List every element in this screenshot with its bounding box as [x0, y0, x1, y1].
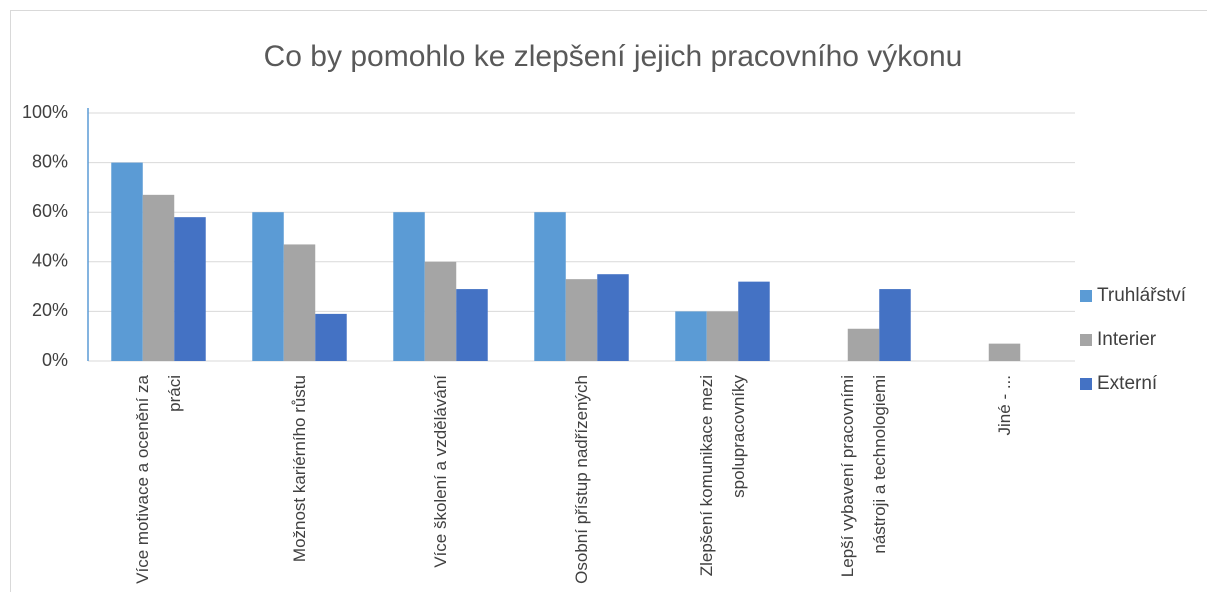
- bar: [706, 311, 739, 361]
- bar: [565, 279, 598, 361]
- bar: [456, 289, 488, 361]
- bar: [675, 311, 707, 361]
- bar: [738, 281, 770, 361]
- x-tick-label: Možnost kariérního růstu: [289, 375, 309, 563]
- bar: [534, 212, 566, 361]
- bar: [847, 328, 880, 361]
- bar: [988, 343, 1021, 361]
- y-tick-label: 100%: [22, 102, 68, 122]
- y-tick-label: 0%: [42, 350, 68, 370]
- bar: [142, 194, 175, 361]
- bar: [424, 261, 457, 361]
- bar: [315, 313, 347, 361]
- y-tick-label: 20%: [32, 300, 68, 320]
- x-tick-label: Více motivace a ocenění za práci: [132, 375, 184, 584]
- bar: [393, 212, 425, 361]
- x-tick-label: Více školení a vzdělávání: [430, 375, 450, 568]
- bar: [174, 217, 206, 361]
- y-tick-label: 80%: [32, 151, 68, 171]
- bar: [111, 162, 143, 361]
- legend-swatch: [1080, 290, 1092, 302]
- bar: [879, 289, 911, 361]
- legend-label: Interier: [1097, 329, 1157, 350]
- y-tick-label: 40%: [32, 251, 68, 271]
- legend-label: Externí: [1097, 373, 1158, 394]
- chart-border: [10, 10, 1207, 592]
- bar: [252, 212, 284, 361]
- x-tick-label: Zlepšení komunikace mezi spolupracovníky: [696, 375, 748, 577]
- bar: [283, 244, 316, 361]
- legend-label: Truhlářství: [1097, 285, 1187, 306]
- chart-title: Co by pomohlo ke zlepšení jejich pracovn…: [264, 40, 963, 73]
- legend-swatch: [1080, 378, 1092, 390]
- y-tick-label: 60%: [32, 201, 68, 221]
- x-tick-label: Jiné - ...: [994, 375, 1014, 436]
- legend-swatch: [1080, 334, 1092, 346]
- x-tick-label: Lepší vybavení pracovními nástroji a tec…: [837, 375, 889, 578]
- x-tick-label: Osobní přístup nadřízených: [571, 375, 591, 584]
- bar: [597, 274, 629, 361]
